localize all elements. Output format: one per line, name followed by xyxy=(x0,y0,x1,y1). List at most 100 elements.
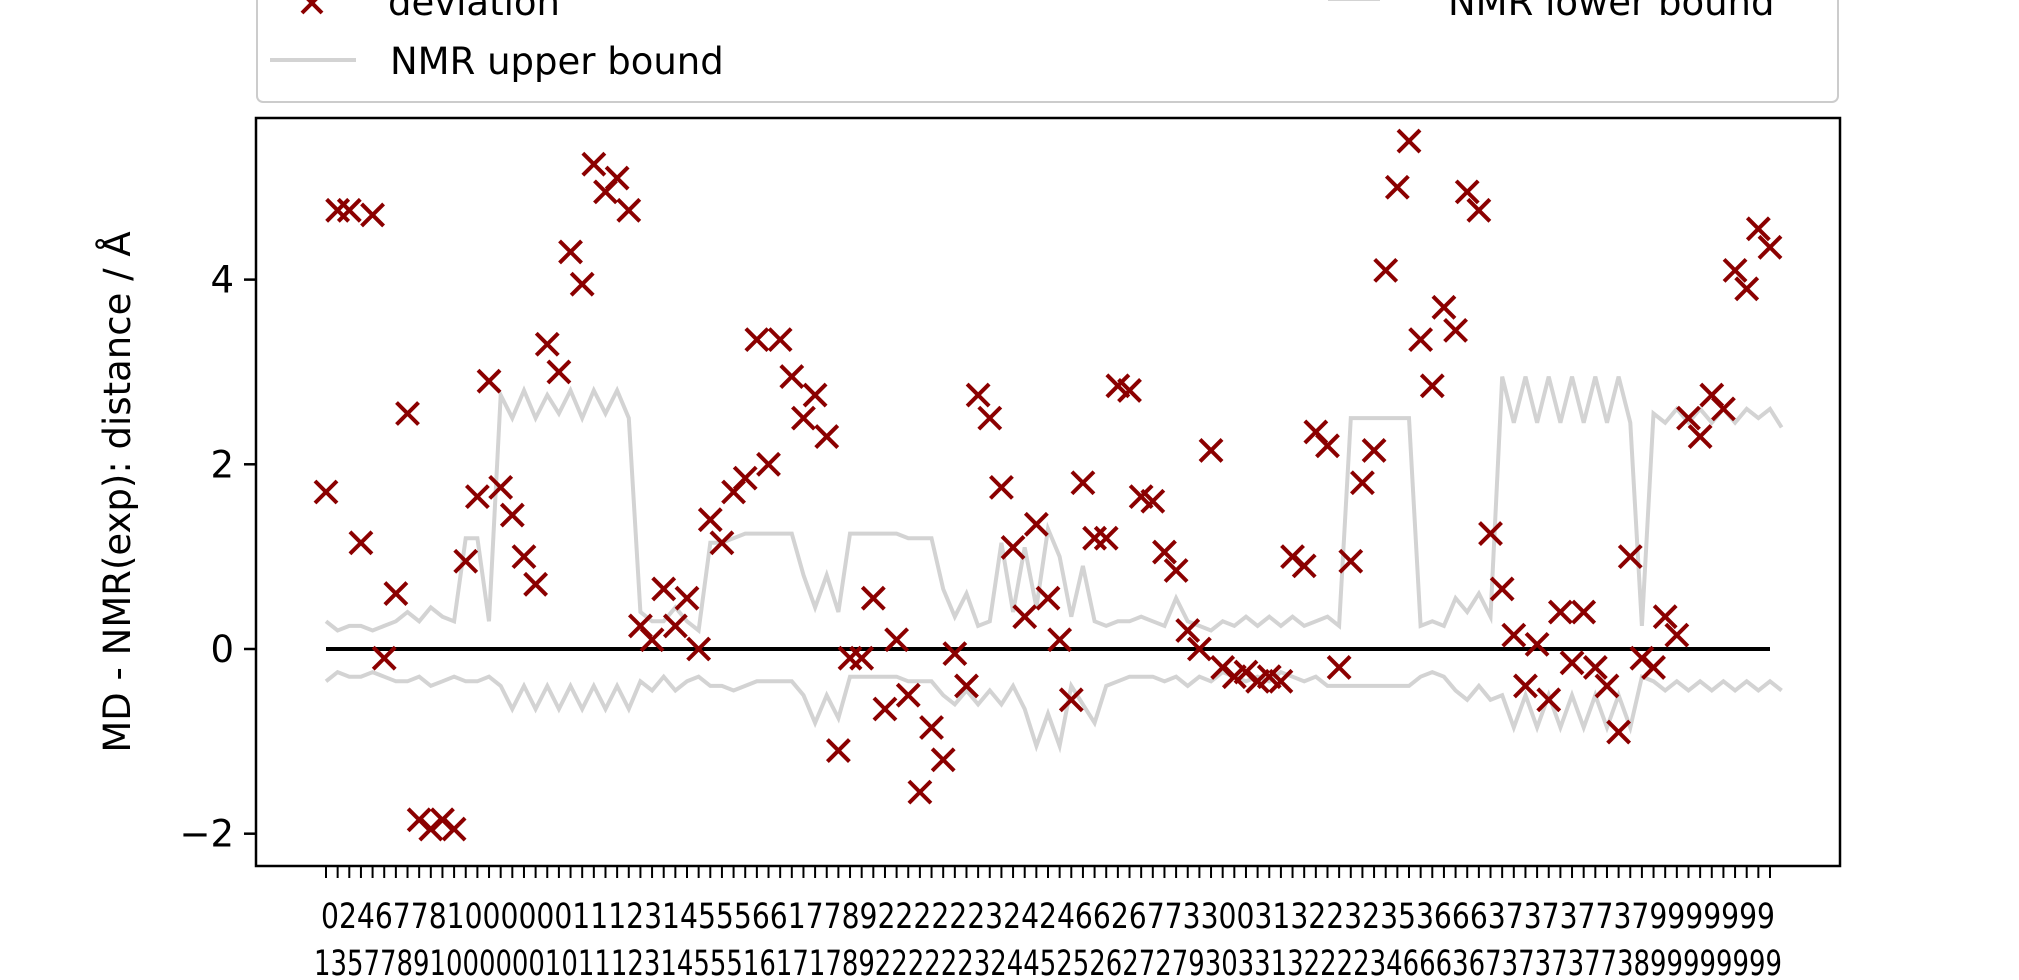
deviation-point xyxy=(825,738,851,763)
legend-entry-upper-bound: NMR upper bound xyxy=(270,40,724,83)
deviation-point xyxy=(1711,396,1736,422)
deviation-point xyxy=(558,239,583,265)
deviation-point xyxy=(1547,599,1573,625)
deviation-point xyxy=(674,585,700,611)
deviation-point xyxy=(523,571,549,597)
deviation-point xyxy=(919,715,944,740)
deviation-point xyxy=(604,165,630,191)
deviation-point xyxy=(1140,488,1166,514)
deviation-point xyxy=(1326,655,1352,680)
deviation-point xyxy=(488,474,514,500)
deviation-point xyxy=(709,530,735,556)
points-layer xyxy=(313,128,1783,842)
y-tick-label: 4 xyxy=(210,259,234,302)
lower-bound-line xyxy=(324,669,1783,754)
deviation-point xyxy=(1559,650,1585,676)
deviation-point xyxy=(662,613,688,639)
x-axis: 0246778100000011123145556617789222222324… xyxy=(314,866,1782,980)
deviation-point xyxy=(499,502,525,528)
y-axis: −2 0 2 4 xyxy=(179,259,256,856)
plot-area xyxy=(254,116,1842,868)
deviation-point xyxy=(1641,655,1666,680)
deviation-point xyxy=(395,401,420,426)
legend-entry-lower-bound: NMR lower bound xyxy=(1328,0,1775,24)
deviation-point xyxy=(1175,618,1201,643)
deviation-point xyxy=(1443,317,1468,343)
deviation-point xyxy=(1186,636,1212,662)
deviation-point xyxy=(1582,655,1608,680)
deviation-point xyxy=(1594,673,1620,699)
legend-marker-x xyxy=(300,0,324,15)
deviation-point xyxy=(1152,539,1177,565)
deviation-point xyxy=(1536,687,1562,713)
y-tick-label: −2 xyxy=(179,813,234,856)
deviation-point xyxy=(954,673,979,699)
deviation-point xyxy=(814,424,840,450)
deviation-point xyxy=(1571,599,1597,625)
deviation-point xyxy=(1722,257,1748,283)
deviation-point xyxy=(534,331,560,357)
deviation-point xyxy=(1687,424,1713,450)
deviation-point xyxy=(1419,373,1445,399)
deviation-point xyxy=(767,327,793,353)
upper-bound-line xyxy=(324,376,1784,635)
deviation-point xyxy=(1617,544,1643,570)
deviation-point xyxy=(1734,276,1760,302)
deviation-point xyxy=(1466,197,1492,223)
deviation-point xyxy=(977,405,1003,431)
deviation-point xyxy=(360,202,385,228)
deviation-point xyxy=(383,581,409,606)
y-tick-label: 0 xyxy=(210,628,234,671)
deviation-point xyxy=(1117,378,1142,403)
deviation-point xyxy=(1012,604,1038,630)
deviation-point xyxy=(1745,216,1771,242)
legend-entry-deviation: deviation xyxy=(300,0,560,24)
deviation-point xyxy=(1652,604,1678,630)
legend: deviation NMR lower bound NMR upper boun… xyxy=(256,0,1839,103)
deviation-point xyxy=(464,484,490,510)
deviation-point xyxy=(1361,438,1387,463)
deviation-point xyxy=(732,465,758,491)
deviation-point xyxy=(371,645,397,671)
deviation-point xyxy=(1431,294,1457,320)
deviation-point xyxy=(1000,534,1026,560)
deviation-point xyxy=(639,627,665,653)
deviation-point xyxy=(1315,433,1340,459)
legend-label-deviation: deviation xyxy=(388,0,560,24)
deviation-point xyxy=(802,382,828,408)
deviation-point xyxy=(348,530,374,556)
deviation-point xyxy=(476,368,502,394)
legend-label-upper-bound: NMR upper bound xyxy=(390,40,724,83)
deviation-point xyxy=(1606,719,1632,745)
deviation-point xyxy=(1513,673,1538,699)
deviation-point xyxy=(651,576,677,602)
deviation-point xyxy=(1338,548,1364,574)
deviation-point xyxy=(441,816,467,842)
deviation-point xyxy=(1664,622,1690,648)
deviation-point xyxy=(942,641,968,667)
deviation-point xyxy=(686,636,712,662)
legend-label-lower-bound: NMR lower bound xyxy=(1448,0,1775,24)
deviation-point xyxy=(837,645,863,671)
deviation-point xyxy=(1035,585,1061,611)
deviation-point xyxy=(1676,405,1701,431)
deviation-point xyxy=(453,548,479,574)
deviation-point xyxy=(1047,627,1073,653)
deviation-point xyxy=(1268,668,1294,694)
deviation-point xyxy=(1082,525,1107,551)
deviation-point xyxy=(1291,553,1317,579)
deviation-point xyxy=(546,359,572,385)
deviation-point xyxy=(511,544,537,570)
y-tick-label: 2 xyxy=(210,443,234,486)
deviation-point xyxy=(907,779,933,805)
deviation-point xyxy=(1396,128,1422,154)
deviation-point xyxy=(779,364,805,389)
deviation-point xyxy=(1023,511,1049,537)
deviation-point xyxy=(884,627,910,653)
deviation-point xyxy=(1070,470,1096,496)
deviation-point xyxy=(1163,558,1189,583)
deviation-point xyxy=(336,197,362,223)
deviation-point xyxy=(1489,576,1515,602)
deviation-point xyxy=(930,747,956,773)
